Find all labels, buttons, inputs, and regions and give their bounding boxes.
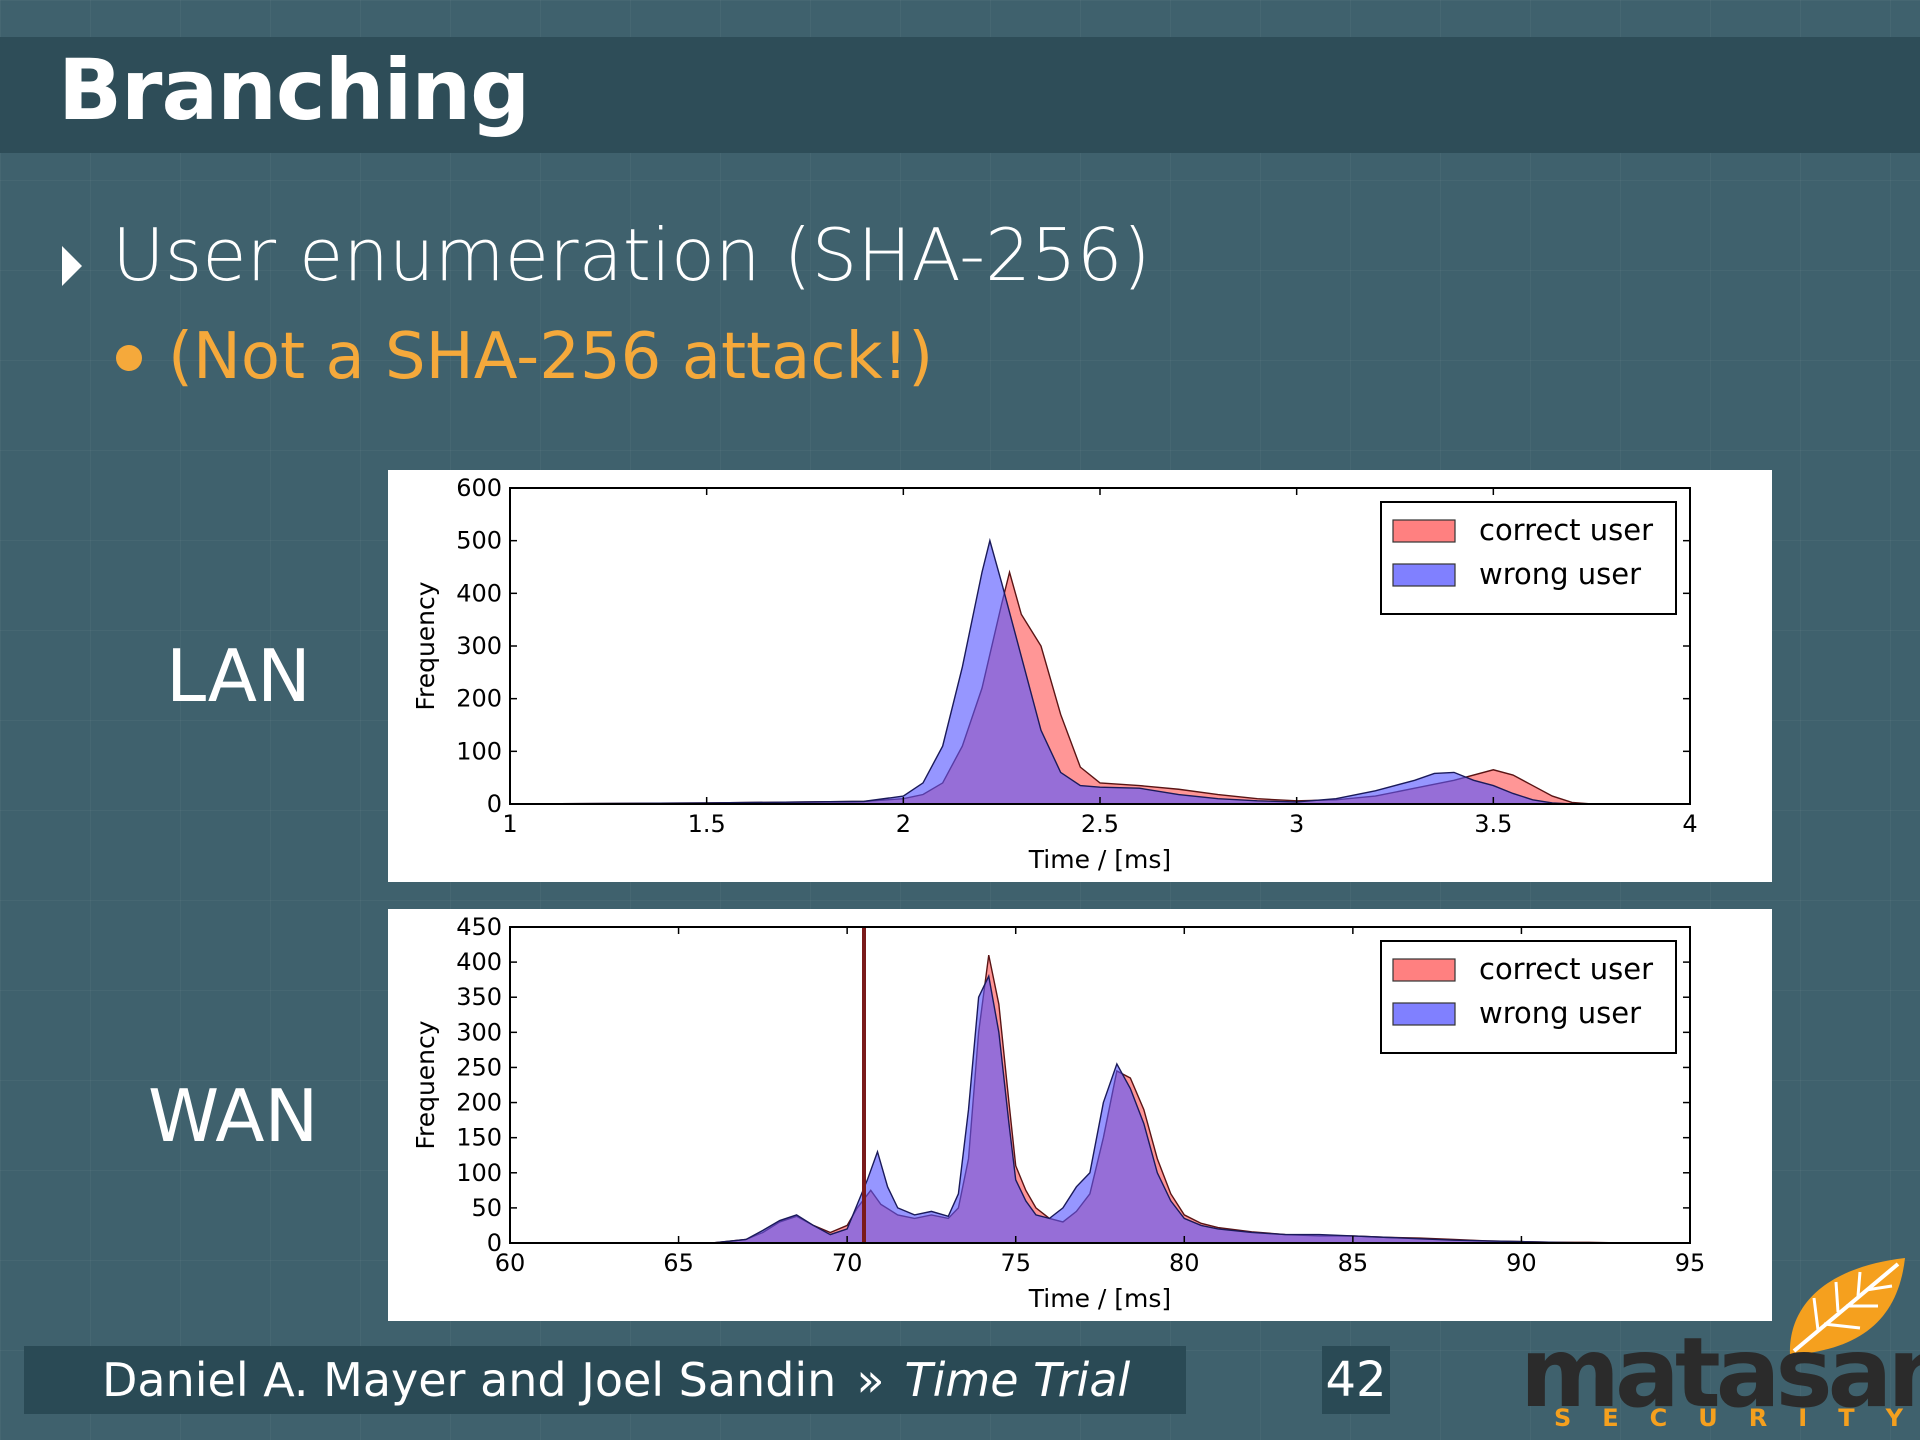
lan-legend-label-correct-user: correct user (1479, 513, 1653, 547)
wan-y-tick-label: 350 (456, 983, 502, 1011)
logo-wordmark: matasano (1520, 1317, 1920, 1429)
footer-talk-title: Time Trial (904, 1353, 1131, 1407)
lan-x-tick-label: 3 (1289, 810, 1304, 838)
wan-y-tick-label: 100 (456, 1159, 502, 1187)
title-bar (0, 37, 1920, 153)
wan-x-tick-label: 65 (663, 1249, 694, 1277)
lan-x-tick-label: 1 (502, 810, 517, 838)
wan-x-tick-label: 85 (1338, 1249, 1369, 1277)
wan-x-axis-label: Time / [ms] (1028, 1284, 1171, 1313)
wan-y-tick-label: 450 (456, 913, 502, 941)
slide-title: Branching (58, 41, 530, 139)
wan-x-tick-label: 95 (1675, 1249, 1706, 1277)
lan-label: LAN (166, 634, 311, 718)
wan-y-tick-label: 300 (456, 1018, 502, 1046)
wan-y-tick-label: 150 (456, 1124, 502, 1152)
lan-legend-swatch-correct-user (1392, 519, 1456, 543)
wan-series-wrong-user (510, 973, 1589, 1244)
footer-bar (24, 1346, 1186, 1414)
lan-y-tick-label: 400 (456, 579, 502, 607)
lan-histogram-chart: 1 1.5 2 2.5 3 3.5 4 0 100 200 300 400 500 600 Time / [… (411, 474, 1698, 874)
lan-y-tick-label: 600 (456, 474, 502, 502)
lan-y-tick-label: 0 (487, 790, 502, 818)
wan-label: WAN (148, 1074, 319, 1158)
lan-x-tick-label: 4 (1682, 810, 1697, 838)
wan-y-axis-label: Frequency (411, 1020, 440, 1149)
wan-x-tick-label: 75 (1000, 1249, 1031, 1277)
lan-y-tick-label: 200 (456, 685, 502, 713)
lan-x-tick-label: 1.5 (688, 810, 726, 838)
page-number-box (1322, 1346, 1390, 1414)
lan-x-tick-label: 2 (896, 810, 911, 838)
wan-histogram-chart: 60 65 70 75 80 85 90 95 0 50 100 150 200 250 300 350 400… (411, 913, 1706, 1313)
lan-legend-swatch-wrong-user (1392, 563, 1456, 587)
footer-authors: Daniel A. Mayer and Joel Sandin (102, 1353, 837, 1407)
lan-x-tick-label: 3.5 (1474, 810, 1512, 838)
wan-legend-label-wrong-user: wrong user (1479, 996, 1641, 1030)
wan-legend-swatch-correct-user (1392, 958, 1456, 982)
lan-series-wrong-user (509, 537, 1573, 805)
sub-bullet-dot-icon (116, 345, 142, 371)
lan-x-axis-label: Time / [ms] (1028, 845, 1171, 874)
footer-separator: » (856, 1353, 885, 1407)
leaf-logo-icon (1789, 1258, 1905, 1355)
bullet-arrow-icon (62, 246, 82, 286)
lan-y-tick-label: 300 (456, 632, 502, 660)
wan-y-tick-label: 0 (487, 1229, 502, 1257)
lan-legend-label-wrong-user: wrong user (1479, 557, 1641, 591)
footer-credits: Daniel A. Mayer and Joel Sandin » Time Tri… (102, 1348, 1130, 1412)
wan-y-tick-label: 50 (471, 1194, 502, 1222)
wan-legend-label-correct-user: correct user (1479, 952, 1653, 986)
lan-y-axis-label: Frequency (411, 581, 440, 710)
wan-legend-swatch-wrong-user (1392, 1002, 1456, 1026)
wan-x-tick-label: 70 (832, 1249, 863, 1277)
wan-chart-panel: 60 65 70 75 80 85 90 95 0 50 100 150 200 250 300 350 400… (388, 909, 1772, 1321)
wan-x-tick-label: 80 (1169, 1249, 1200, 1277)
sub-bullet: (Not a SHA-256 attack!) (168, 320, 934, 394)
lan-chart-panel: 1 1.5 2 2.5 3 3.5 4 0 100 200 300 400 500 600 Time / [… (388, 470, 1772, 882)
wan-x-tick-label: 90 (1506, 1249, 1537, 1277)
main-bullet: User enumeration (SHA-256) (112, 213, 1151, 297)
lan-x-tick-label: 2.5 (1081, 810, 1119, 838)
page-number: 42 (1325, 1352, 1387, 1408)
wan-y-tick-label: 400 (456, 948, 502, 976)
logo-tagline: SECURITY (1554, 1404, 1920, 1432)
lan-y-tick-label: 500 (456, 527, 502, 555)
wan-y-tick-label: 250 (456, 1053, 502, 1081)
wan-plot-frame (509, 926, 1691, 1244)
wan-x-tick-label: 60 (495, 1249, 526, 1277)
wan-y-tick-label: 200 (456, 1089, 502, 1117)
lan-y-tick-label: 100 (456, 737, 502, 765)
